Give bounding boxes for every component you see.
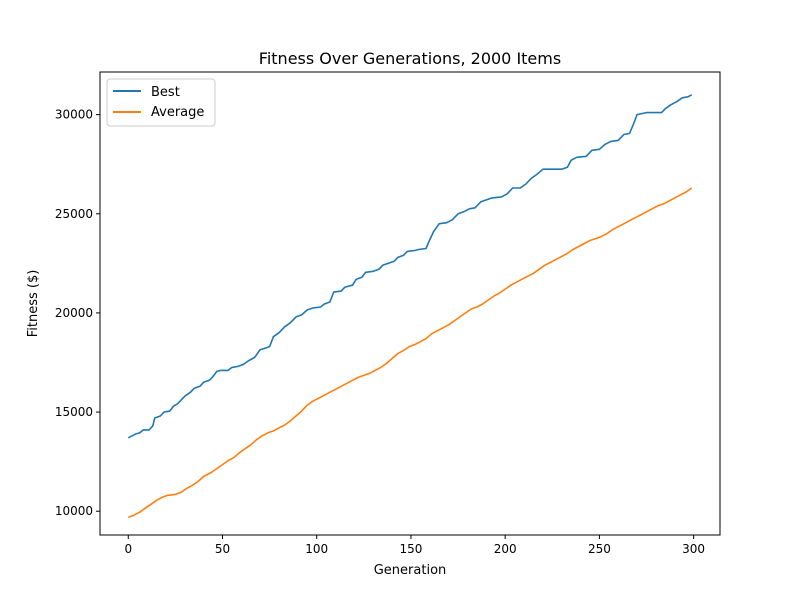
x-axis-label: Generation — [374, 563, 447, 578]
y-tick-label: 30000 — [55, 108, 93, 122]
legend-label-average: Average — [151, 105, 204, 120]
y-axis-label: Fitness ($) — [26, 270, 41, 338]
lines-layer — [127, 94, 693, 518]
y-axis: 10000 15000 20000 25000 30000 — [55, 108, 100, 518]
y-tick-label: 15000 — [55, 405, 93, 419]
x-axis: 0 50 100 150 200 250 300 — [124, 535, 705, 556]
axes-frame — [99, 71, 721, 536]
series-line-average — [128, 187, 693, 518]
x-tick-label: 200 — [494, 542, 517, 556]
plot-area — [99, 71, 721, 536]
x-tick-label: 150 — [399, 542, 422, 556]
chart-title: Fitness Over Generations, 2000 Items — [259, 49, 561, 68]
y-tick-label: 10000 — [55, 504, 93, 518]
x-tick-label: 50 — [215, 542, 230, 556]
x-tick-label: 100 — [305, 542, 328, 556]
x-tick-label: 300 — [682, 542, 705, 556]
y-tick-label: 25000 — [55, 207, 93, 221]
y-tick-label: 20000 — [55, 306, 93, 320]
x-tick-label: 250 — [588, 542, 611, 556]
x-tick-label: 0 — [124, 542, 132, 556]
legend: Best Average — [106, 78, 216, 127]
legend-label-best: Best — [151, 85, 180, 100]
series-line-best — [127, 94, 693, 439]
